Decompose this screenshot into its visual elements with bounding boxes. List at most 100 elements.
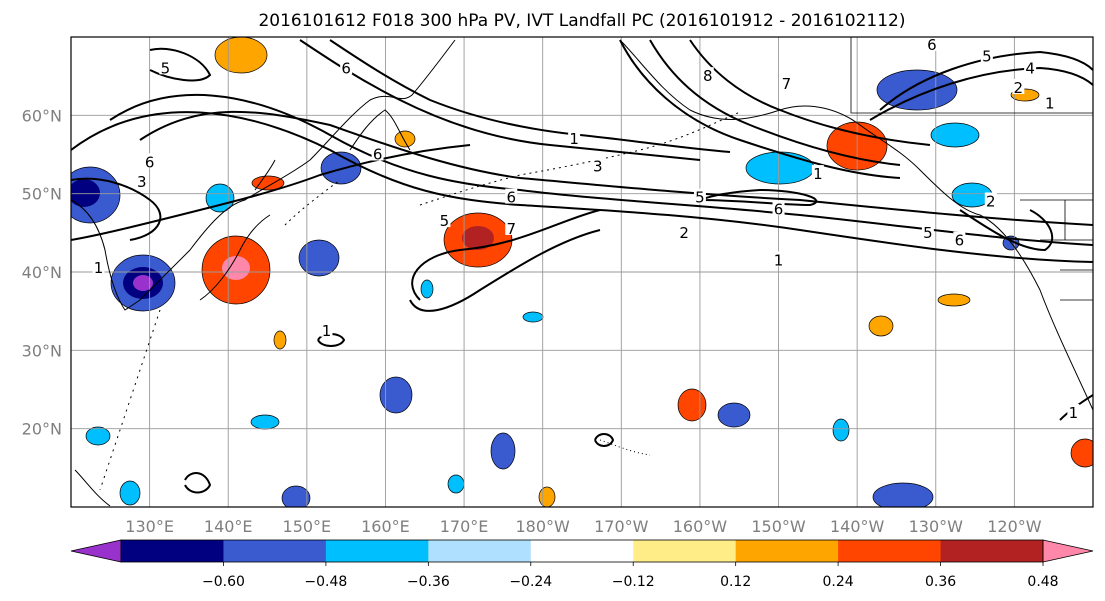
canada-border xyxy=(850,37,1093,114)
contour-label: 3 xyxy=(593,157,603,175)
pv-positive-blob xyxy=(868,315,894,337)
pv-positive-blob xyxy=(1070,438,1093,468)
contour-label-background xyxy=(371,145,384,161)
japan-coastline xyxy=(199,159,276,301)
pv-positive-blob xyxy=(538,486,556,507)
kuril-chain xyxy=(284,179,341,226)
pv-positive-blob xyxy=(222,256,250,280)
colorbar-extend-low xyxy=(70,539,122,563)
contour-label-background xyxy=(135,172,148,188)
contour-label: 5 xyxy=(923,224,933,242)
contour-label: 6 xyxy=(373,146,383,164)
longitude-tick-label: 160°W xyxy=(673,517,728,536)
contour-label-background xyxy=(925,37,938,51)
contour-label: 6 xyxy=(506,189,516,207)
pv-negative-blob xyxy=(876,69,958,111)
contour-label-background xyxy=(811,165,824,181)
contour-label: 5 xyxy=(982,48,992,66)
contour-line xyxy=(329,39,731,153)
colorbar-tick-label: 0.24 xyxy=(823,574,854,590)
latitude-tick-label: 50°N xyxy=(22,185,62,204)
longitude-tick-label: 170°E xyxy=(440,517,489,536)
pv-positive-blob xyxy=(273,330,287,350)
longitude-tick-label: 130°E xyxy=(125,517,174,536)
contour-label-background xyxy=(780,75,793,90)
contour-label-background xyxy=(1067,404,1080,419)
pv-negative-blob xyxy=(85,426,111,446)
contour-line xyxy=(299,39,701,161)
pv-negative-blob xyxy=(522,311,544,323)
contour-label-background xyxy=(340,59,353,75)
contour-line xyxy=(149,47,212,82)
colorbar xyxy=(70,539,1094,563)
colorbar-segment xyxy=(633,540,737,562)
colorbar-tick-labels: −0.60 −0.48 −0.36 −0.24 −0.12 0.12 0.24 0.36 0.4… xyxy=(202,562,1059,590)
contour-label-background xyxy=(772,251,785,267)
contour-line xyxy=(869,66,1093,121)
contour-label: 6 xyxy=(927,36,937,54)
longitude-tick-label: 150°E xyxy=(283,517,332,536)
contour-label-background xyxy=(1024,59,1037,75)
contour-label: 2 xyxy=(986,193,996,211)
contour-label-background xyxy=(693,188,706,204)
contour-label: 3 xyxy=(137,173,147,191)
contour-line xyxy=(594,433,615,447)
pv-negative-blob xyxy=(119,480,141,506)
contour-label-background xyxy=(953,231,966,247)
hawaii-islands xyxy=(599,439,651,456)
latitude-tick-label: 20°N xyxy=(22,420,62,439)
colorbar-tick-label: −0.36 xyxy=(407,574,450,590)
longitude-tick-label: 130°W xyxy=(909,517,964,536)
contour-label-background xyxy=(92,259,105,275)
colorbar-extend-high xyxy=(1042,539,1094,563)
pv-negative-blob xyxy=(205,183,235,213)
contour-label: 1 xyxy=(813,165,823,183)
contour-label-background xyxy=(320,321,333,337)
pv-negative-blob xyxy=(298,239,340,277)
contour-label: 1 xyxy=(94,259,104,277)
contour-label: 5 xyxy=(161,59,171,77)
pv-negative-blob xyxy=(420,279,434,299)
contour-line xyxy=(649,39,901,166)
latitude-tick-label: 60°N xyxy=(22,106,62,125)
contour-label: 6 xyxy=(774,200,784,218)
contour-label: 8 xyxy=(703,67,713,85)
colorbar-segment xyxy=(530,540,634,562)
colorbar-frame xyxy=(120,539,1044,563)
colorbar-tick-label: −0.12 xyxy=(612,574,655,590)
contour-label-background xyxy=(701,67,714,83)
alaska-coastline xyxy=(619,39,1093,411)
contour-label-background xyxy=(159,59,172,75)
pv-positive-blob xyxy=(462,226,494,250)
longitude-tick-label: 160°E xyxy=(361,517,410,536)
contour-line xyxy=(109,93,1093,246)
pv-negative-blob xyxy=(133,275,153,291)
contour-label: 6 xyxy=(955,232,965,250)
contour-line xyxy=(411,209,601,301)
pv-negative-blob xyxy=(490,432,516,470)
colorbar-tick-label: −0.60 xyxy=(202,574,245,590)
colorbar-tick-label: −0.24 xyxy=(509,574,552,590)
contour-line xyxy=(959,209,1054,252)
pv-positive-blob xyxy=(251,175,285,191)
colorbar-segment xyxy=(223,540,327,562)
contour-label-background xyxy=(505,188,518,204)
contour-label: 6 xyxy=(341,59,351,77)
longitude-tick-label: 150°W xyxy=(751,517,806,536)
contour-label-background xyxy=(1043,94,1056,110)
pv-anomaly-shading xyxy=(71,37,1093,507)
contour-line xyxy=(184,472,212,494)
gridlines xyxy=(71,37,1093,507)
colorbar-tick-label: 0.48 xyxy=(1027,574,1058,590)
contour-label: 2 xyxy=(1014,79,1024,97)
contour-line xyxy=(409,229,601,312)
figure-title: 2016101612 F018 300 hPa PV, IVT Landfall… xyxy=(258,11,905,31)
pv-positive-blob xyxy=(214,37,268,74)
contour-label: 1 xyxy=(322,322,332,340)
contour-label: 1 xyxy=(774,251,784,269)
pv-negative-blob xyxy=(281,485,311,507)
contour-label: 6 xyxy=(145,153,155,171)
pv-positive-blob xyxy=(937,293,971,307)
